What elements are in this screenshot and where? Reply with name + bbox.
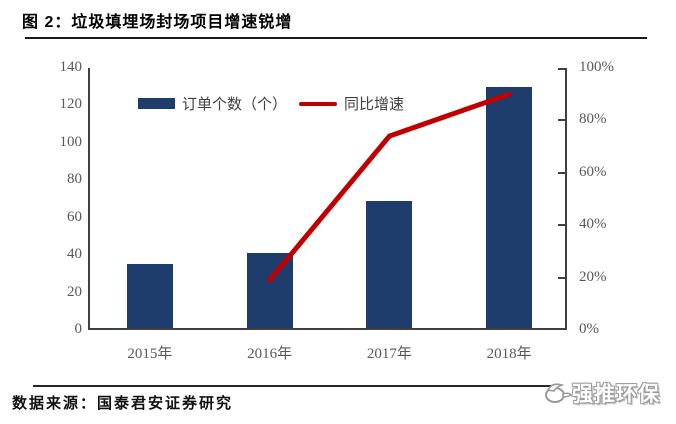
figure-title: 图 2：垃圾填埋场封场项目增速锐增 bbox=[22, 14, 293, 31]
left-axis-tick-140: 140 bbox=[59, 59, 83, 75]
bar-2015年 bbox=[126, 264, 173, 328]
plot-area: 2015年 2016年 2017年 2018年 0 20 40 60 80 100 120 140 0%… bbox=[60, 59, 615, 362]
left-axis-tick-80: 80 bbox=[67, 171, 82, 188]
right-axis-tickmark-100% bbox=[558, 68, 565, 70]
orders-legend-label: 订单个数（个） bbox=[182, 97, 288, 113]
left-axis-tick-60: 60 bbox=[67, 208, 82, 225]
growth-line bbox=[267, 91, 512, 283]
chart-legend: 订单个数（个） 同比增速 bbox=[138, 93, 404, 114]
right-axis-tick-label-60%: 60% bbox=[579, 163, 607, 180]
right-axis-tickmark-80% bbox=[558, 119, 565, 122]
growth-legend-label: 同比增速 bbox=[344, 97, 405, 113]
brand-logo: 强推环保 bbox=[538, 378, 660, 408]
right-axis-tick-label-80%: 80% bbox=[579, 111, 607, 128]
growth-legend-swatch bbox=[299, 101, 338, 106]
right-axis-tick-label-0%: 0% bbox=[579, 321, 599, 337]
right-axis-tick-label-100%: 100% bbox=[579, 59, 614, 75]
bar-2018年 bbox=[486, 86, 533, 328]
left-axis-tick-20: 20 bbox=[67, 283, 82, 300]
brand-text: 强推环保 bbox=[572, 383, 660, 406]
dove-icon bbox=[545, 383, 572, 403]
footer-divider bbox=[33, 385, 553, 387]
orders-legend-swatch bbox=[138, 98, 175, 109]
x-axis-label-2017年: 2017年 bbox=[366, 346, 412, 362]
title-underline bbox=[25, 37, 647, 39]
bar-2017年 bbox=[366, 200, 413, 328]
right-axis-tickmark-40% bbox=[558, 224, 565, 227]
x-axis-label-2015年: 2015年 bbox=[127, 346, 173, 362]
left-axis-tick-40: 40 bbox=[67, 246, 82, 263]
left-axis-tick-100: 100 bbox=[59, 133, 83, 150]
left-axis-tick-0: 0 bbox=[74, 321, 83, 337]
right-axis-tickmark-20% bbox=[558, 276, 565, 279]
right-axis-tick-label-20%: 20% bbox=[579, 268, 607, 285]
right-axis-tickmark-60% bbox=[558, 171, 565, 174]
left-axis-tick-120: 120 bbox=[59, 96, 83, 113]
x-axis-label-2016年: 2016年 bbox=[247, 346, 293, 362]
right-axis-tick-label-40%: 40% bbox=[579, 216, 607, 233]
data-source-text: 数据来源：国泰君安证券研究 bbox=[12, 396, 234, 412]
x-axis-label-2018年: 2018年 bbox=[486, 346, 532, 362]
